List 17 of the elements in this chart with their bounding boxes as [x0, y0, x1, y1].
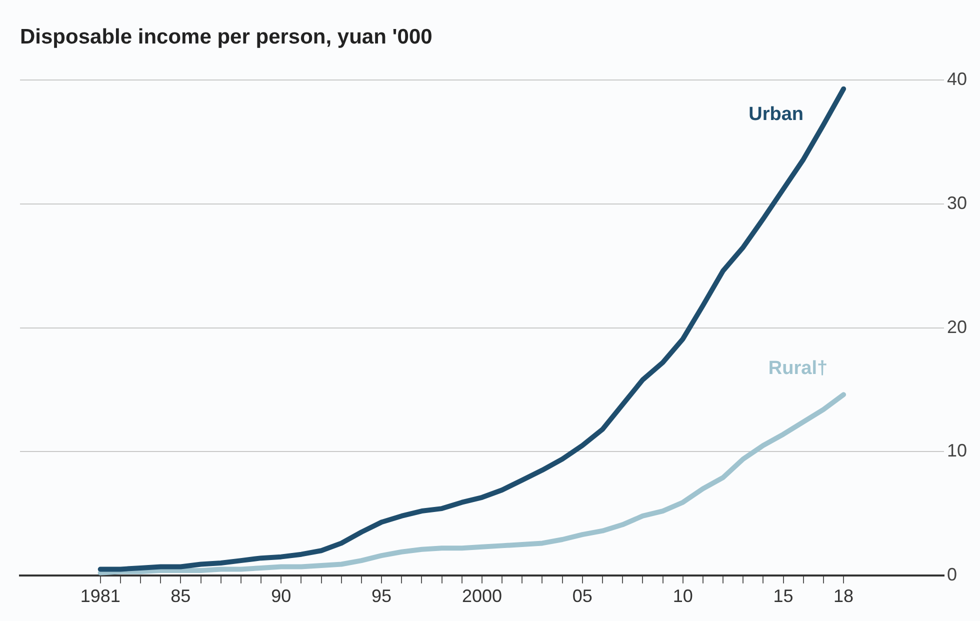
x-tick-label: 2000: [462, 586, 502, 606]
chart-title: Disposable income per person, yuan '000: [20, 25, 432, 48]
series-label: Rural†: [768, 358, 828, 379]
y-tick-label: 40: [946, 69, 968, 90]
x-tick-label: 90: [271, 586, 292, 606]
x-tick-label: 10: [672, 586, 693, 606]
x-tick-label: 05: [572, 586, 592, 606]
x-tick-label: 85: [170, 586, 191, 606]
y-tick-label: 0: [946, 564, 957, 584]
x-tick-label: 15: [773, 586, 794, 606]
series-label: Urban: [748, 104, 804, 126]
x-tick-label: 95: [372, 586, 392, 606]
y-tick-label: 20: [946, 316, 968, 337]
y-tick-label: 30: [946, 192, 968, 213]
x-tick-label: 18: [834, 586, 854, 606]
x-tick-label: 1981: [80, 586, 120, 606]
y-tick-label: 10: [946, 440, 968, 461]
